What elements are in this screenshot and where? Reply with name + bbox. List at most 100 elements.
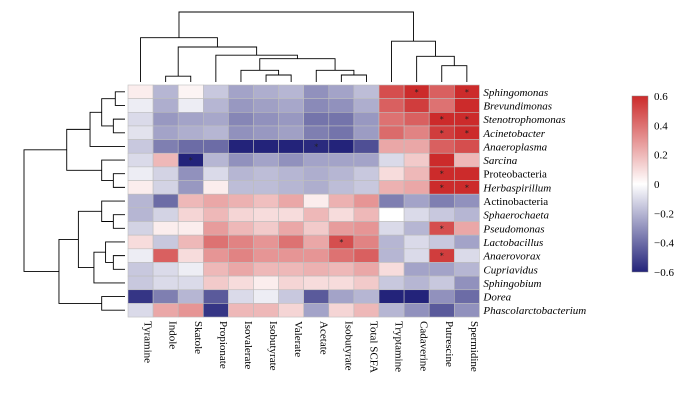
significance-mark: * bbox=[465, 115, 469, 124]
heatmap-cell bbox=[177, 234, 204, 250]
heatmap-cell bbox=[353, 139, 380, 154]
heatmap-cell bbox=[453, 303, 480, 318]
heatmap-cell bbox=[127, 139, 154, 154]
heatmap-cell bbox=[127, 166, 154, 181]
heatmap-cell bbox=[328, 289, 355, 304]
heatmap-cell bbox=[177, 112, 204, 127]
heatmap-cell bbox=[328, 84, 355, 99]
heatmap-cell bbox=[203, 125, 229, 140]
row-label: Lactobacillus bbox=[482, 237, 543, 249]
heatmap-cell bbox=[328, 221, 355, 236]
heatmap-cell bbox=[378, 248, 405, 263]
dendrogram-branch bbox=[177, 46, 258, 77]
heatmap-cell bbox=[278, 262, 305, 277]
heatmap-cell bbox=[303, 234, 330, 250]
heatmap-cell bbox=[453, 275, 480, 291]
heatmap-cell bbox=[203, 221, 229, 236]
heatmap-cell bbox=[203, 303, 229, 318]
heatmap-cell bbox=[353, 98, 380, 113]
heatmap-cell bbox=[127, 125, 154, 140]
heatmap-cell bbox=[428, 207, 455, 222]
heatmap-cell bbox=[203, 180, 229, 195]
heatmap-cell bbox=[403, 193, 430, 209]
heatmap-cell bbox=[253, 152, 279, 168]
heatmap-cell bbox=[177, 98, 204, 113]
heatmap-cell bbox=[203, 166, 229, 181]
row-label: Sphingomonas bbox=[483, 87, 548, 99]
heatmap-cell bbox=[378, 207, 405, 222]
heatmap-cell bbox=[403, 275, 430, 291]
significance-mark: * bbox=[465, 88, 469, 97]
colorbar-tick-label: −0.2 bbox=[654, 208, 674, 220]
dendrogram-branch bbox=[416, 55, 455, 82]
heatmap-cell bbox=[127, 303, 154, 318]
heatmap-cell bbox=[278, 289, 305, 304]
heatmap-cell bbox=[203, 207, 229, 222]
dendrogram-branch bbox=[112, 255, 125, 270]
heatmap-cell bbox=[177, 275, 204, 291]
heatmap-cell bbox=[378, 193, 405, 209]
heatmap-cell bbox=[453, 262, 480, 277]
heatmap-cell bbox=[228, 125, 254, 140]
heatmap-cell bbox=[127, 289, 154, 304]
heatmap-cell bbox=[203, 193, 229, 209]
heatmap-cell bbox=[403, 303, 430, 318]
heatmap-cell bbox=[428, 289, 455, 304]
column-dendrogram bbox=[140, 11, 468, 82]
heatmap-cell bbox=[303, 84, 330, 99]
column-labels: Tyramine Indole Skatole Propionate Isovalera… bbox=[142, 321, 480, 373]
colorbar-tick-label: 0.6 bbox=[654, 91, 668, 103]
heatmap-cell bbox=[228, 248, 254, 263]
heatmap-cell bbox=[152, 98, 179, 113]
heatmap-cell bbox=[303, 166, 330, 181]
heatmap-cell bbox=[127, 262, 154, 277]
heatmap-cell bbox=[152, 193, 179, 209]
heatmap-cell bbox=[177, 289, 204, 304]
significance-mark: * bbox=[189, 156, 193, 165]
heatmap-cell bbox=[228, 180, 254, 195]
column-label: Isobutyrate bbox=[342, 321, 354, 371]
row-label: Sphingobium bbox=[483, 278, 541, 290]
heatmap-cell bbox=[353, 166, 380, 181]
heatmap-cell bbox=[127, 84, 154, 99]
row-label: Sphaerochaeta bbox=[483, 210, 549, 222]
heatmap-cell bbox=[177, 262, 204, 277]
heatmap-cell bbox=[328, 262, 355, 277]
heatmap-cell bbox=[203, 289, 229, 304]
heatmap-cell bbox=[253, 166, 279, 181]
heatmap-cell bbox=[378, 84, 405, 99]
row-label: Pseudomonas bbox=[482, 223, 544, 235]
significance-mark: * bbox=[415, 88, 419, 97]
heatmap-cell bbox=[253, 289, 279, 304]
heatmap-cell bbox=[253, 139, 279, 154]
heatmap-cell bbox=[353, 207, 380, 222]
heatmap-cell bbox=[353, 180, 380, 195]
heatmap-cell bbox=[303, 289, 330, 304]
heatmap-cell bbox=[328, 112, 355, 127]
dendrogram-branch bbox=[101, 296, 125, 311]
heatmap-cell bbox=[253, 180, 279, 195]
heatmap-cell bbox=[403, 125, 430, 140]
colorbar-gradient bbox=[631, 95, 649, 273]
significance-mark: * bbox=[440, 129, 444, 138]
heatmap-cell bbox=[152, 139, 179, 154]
heatmap-cell bbox=[403, 262, 430, 277]
heatmap-cell bbox=[278, 221, 305, 236]
significance-mark: * bbox=[465, 183, 469, 192]
heatmap-cell bbox=[303, 248, 330, 263]
heatmap-cell bbox=[203, 139, 229, 154]
heatmap-cell bbox=[353, 84, 380, 99]
column-label: Propionate bbox=[217, 321, 229, 369]
heatmap-cell bbox=[177, 248, 204, 263]
heatmap-cell bbox=[228, 303, 254, 318]
dendrogram-branch bbox=[93, 251, 125, 284]
heatmap-cell bbox=[203, 152, 229, 168]
heatmap-cell bbox=[303, 275, 330, 291]
row-label: Brevundimonas bbox=[483, 100, 552, 112]
column-label: Tryptamine bbox=[393, 321, 405, 372]
heatmap-cell bbox=[228, 262, 254, 277]
heatmap-cell bbox=[253, 248, 279, 263]
heatmap-cell bbox=[127, 207, 154, 222]
heatmap-cell bbox=[152, 221, 179, 236]
